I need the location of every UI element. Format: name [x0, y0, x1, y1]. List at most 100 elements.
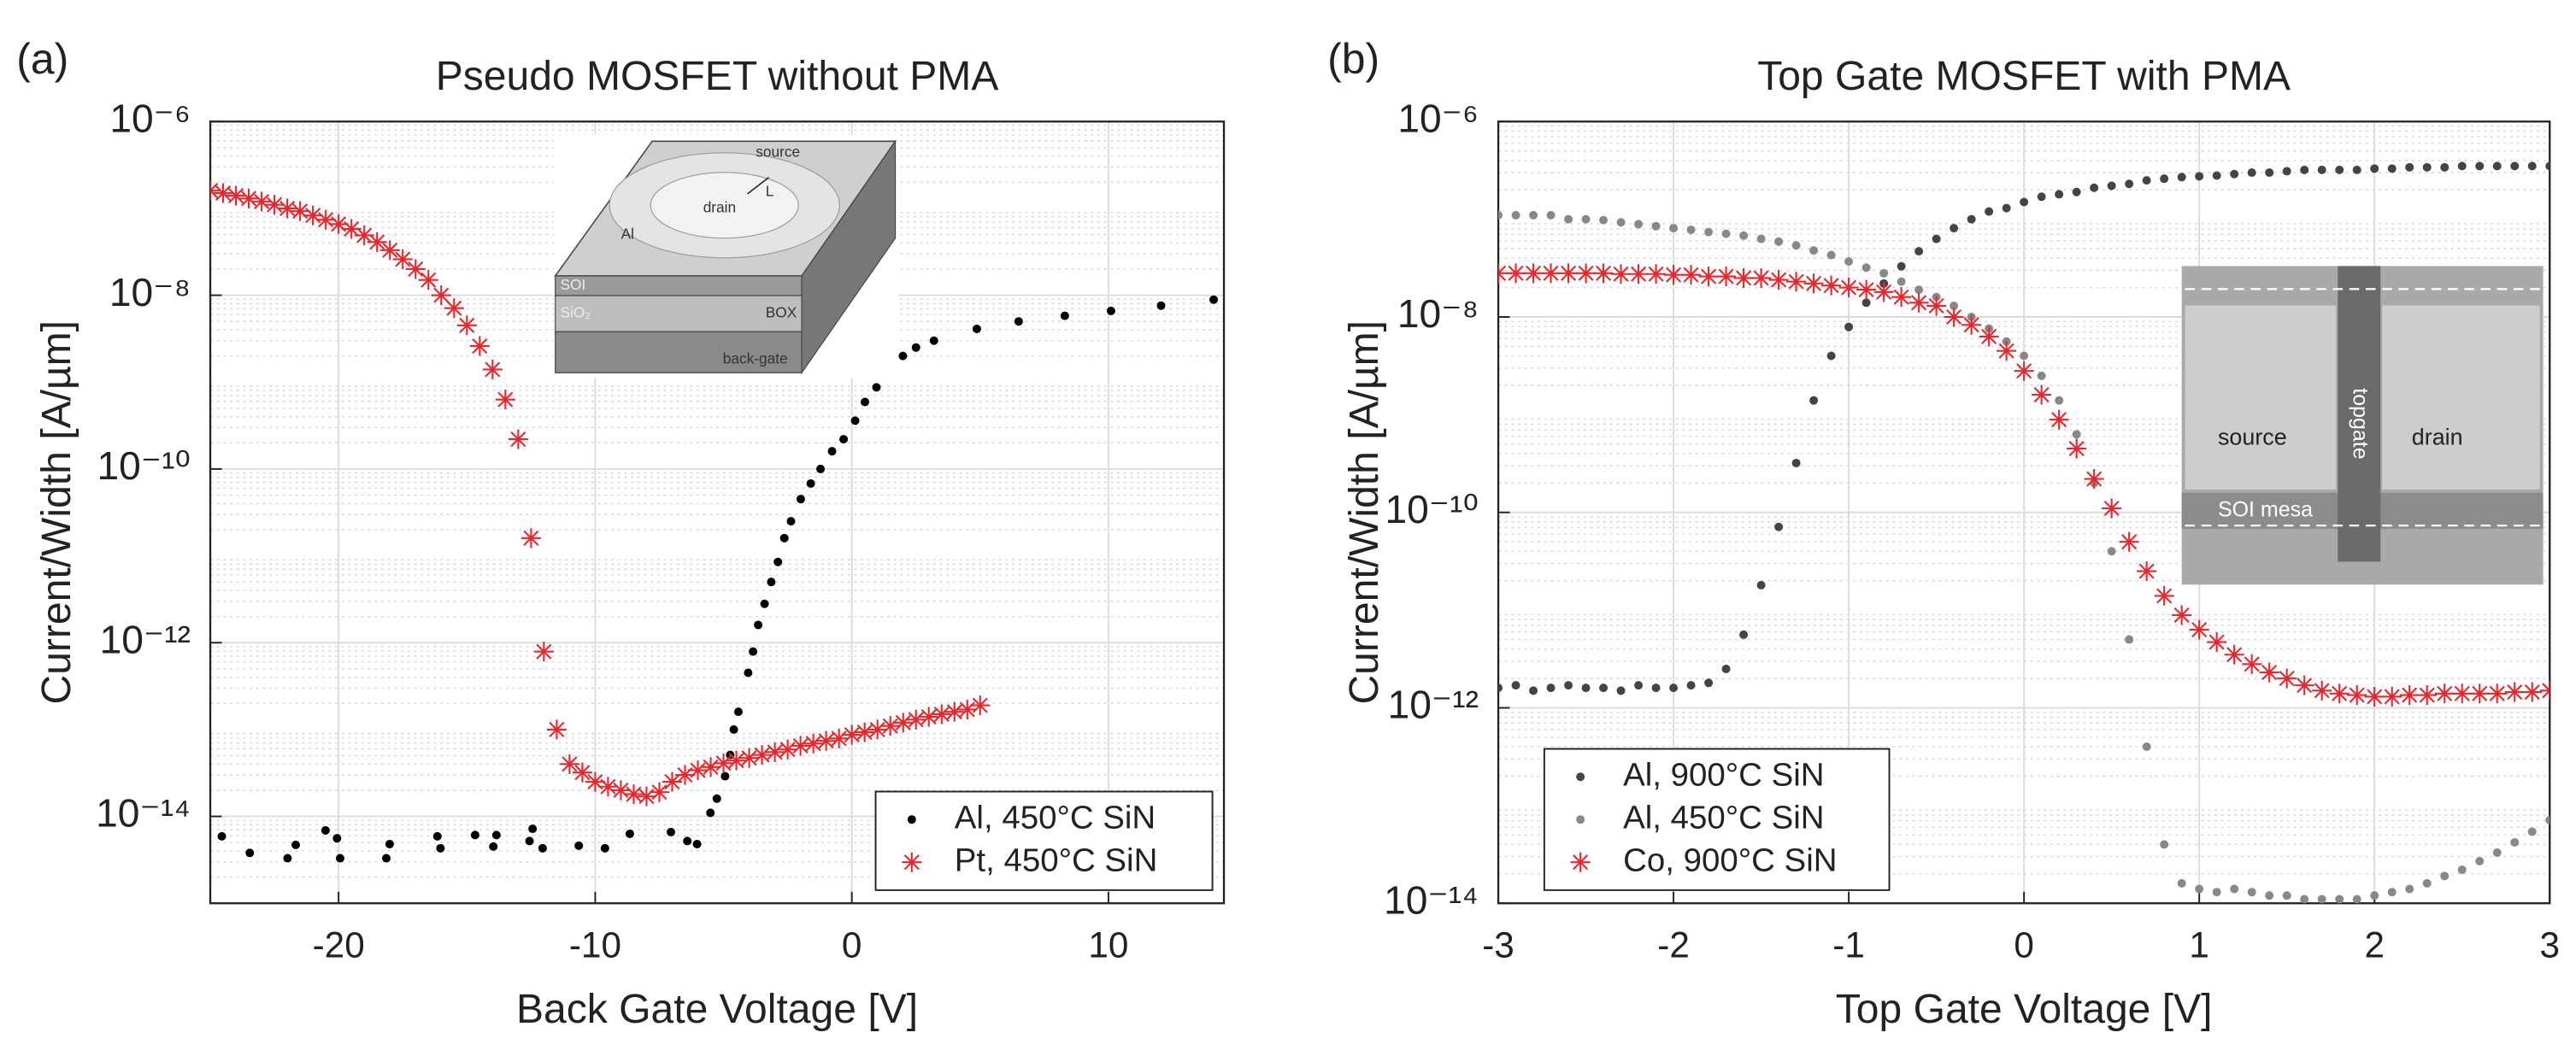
y-tick-label: 10⁻⁸	[1397, 291, 1479, 336]
data-point	[1838, 278, 1859, 298]
data-point	[1774, 237, 1784, 246]
slab-side	[801, 139, 897, 375]
legend-box	[1543, 748, 1891, 891]
data-point	[786, 517, 796, 526]
data-point	[283, 854, 292, 863]
data-point	[1826, 351, 1836, 361]
data-point	[1950, 301, 1959, 310]
data-point	[277, 198, 297, 219]
data-point	[2417, 685, 2438, 706]
data-point	[1809, 246, 1819, 255]
data-point	[625, 829, 634, 838]
data-point	[491, 830, 501, 840]
inset-label: SOI	[560, 276, 585, 293]
data-point	[1739, 630, 1749, 639]
data-point	[2137, 561, 2157, 582]
data-point	[803, 733, 824, 754]
legend-marker	[1576, 772, 1585, 782]
inset-label: L	[766, 182, 774, 199]
data-point	[328, 214, 349, 234]
chart-title: Top Gate MOSFET with PMA	[1757, 54, 2291, 99]
soi-layer	[555, 275, 803, 296]
x-tick-label: -1	[1832, 924, 1865, 965]
data-point	[213, 183, 233, 203]
data-point	[2370, 164, 2379, 173]
data-point	[2347, 685, 2367, 706]
data-point	[1861, 298, 1871, 308]
data-point	[432, 831, 442, 841]
data-point	[1060, 311, 1069, 320]
x-tick-label: -20	[313, 924, 365, 965]
data-point	[1616, 686, 1626, 695]
data-point	[2329, 683, 2350, 704]
data-point	[1856, 279, 1877, 300]
data-point	[2230, 884, 2239, 894]
data-point	[729, 725, 738, 734]
data-point	[872, 383, 881, 392]
data-point	[880, 716, 901, 736]
data-point	[2492, 161, 2502, 171]
data-point	[1014, 317, 1023, 326]
data-point	[733, 707, 743, 717]
data-point	[367, 232, 387, 252]
data-point	[1908, 292, 1929, 313]
data-point	[1558, 263, 1579, 284]
data-point	[1599, 683, 1609, 693]
data-point	[2067, 438, 2087, 459]
data-point	[1844, 257, 1854, 267]
data-point	[1681, 265, 1702, 285]
data-point	[2247, 168, 2256, 178]
data-point	[2469, 683, 2490, 704]
data-point	[779, 533, 789, 543]
legend-box	[874, 790, 1214, 891]
data-point	[2084, 469, 2104, 490]
data-point	[1979, 326, 1999, 347]
data-point	[1756, 234, 1766, 243]
data-point	[2422, 162, 2432, 172]
legend-label: Al, 450°C SiN	[1623, 799, 1824, 836]
data-point	[2457, 865, 2467, 875]
data-point	[238, 188, 259, 208]
data-point	[1926, 296, 1947, 316]
data-point	[245, 848, 255, 858]
data-point	[929, 336, 938, 345]
data-point	[1803, 273, 1824, 294]
data-point	[1663, 265, 1684, 285]
data-point	[726, 750, 747, 771]
data-point	[712, 794, 721, 803]
data-point	[2370, 891, 2379, 901]
data-point	[1669, 683, 1679, 693]
data-point	[1686, 225, 1696, 234]
data-point	[379, 240, 400, 261]
data-point	[2294, 675, 2314, 695]
data-point	[636, 786, 657, 807]
data-point	[2265, 168, 2274, 178]
data-point	[919, 707, 939, 727]
data-point	[1209, 295, 1219, 304]
data-point	[2212, 171, 2221, 180]
data-point	[2335, 165, 2344, 174]
data-point	[749, 647, 758, 656]
x-tick-label: 0	[842, 924, 862, 965]
data-point	[559, 754, 579, 774]
data-point	[2160, 840, 2169, 849]
data-point	[1897, 277, 1906, 286]
data-point	[470, 830, 479, 840]
data-point	[1529, 210, 1538, 220]
data-point	[2382, 686, 2403, 707]
panel-label: (a)	[16, 35, 68, 83]
data-point	[683, 836, 692, 846]
data-point	[2195, 884, 2204, 894]
data-point	[1985, 207, 1994, 216]
data-point	[2195, 172, 2204, 181]
inset-label: SiO₂	[560, 304, 591, 321]
data-point	[1751, 267, 1772, 289]
data-point	[662, 771, 683, 792]
data-point	[1950, 224, 1959, 233]
data-point	[855, 722, 875, 742]
data-point	[765, 742, 785, 762]
data-point	[610, 780, 631, 801]
data-point	[1564, 214, 1573, 224]
x-tick-label: -10	[569, 924, 621, 965]
